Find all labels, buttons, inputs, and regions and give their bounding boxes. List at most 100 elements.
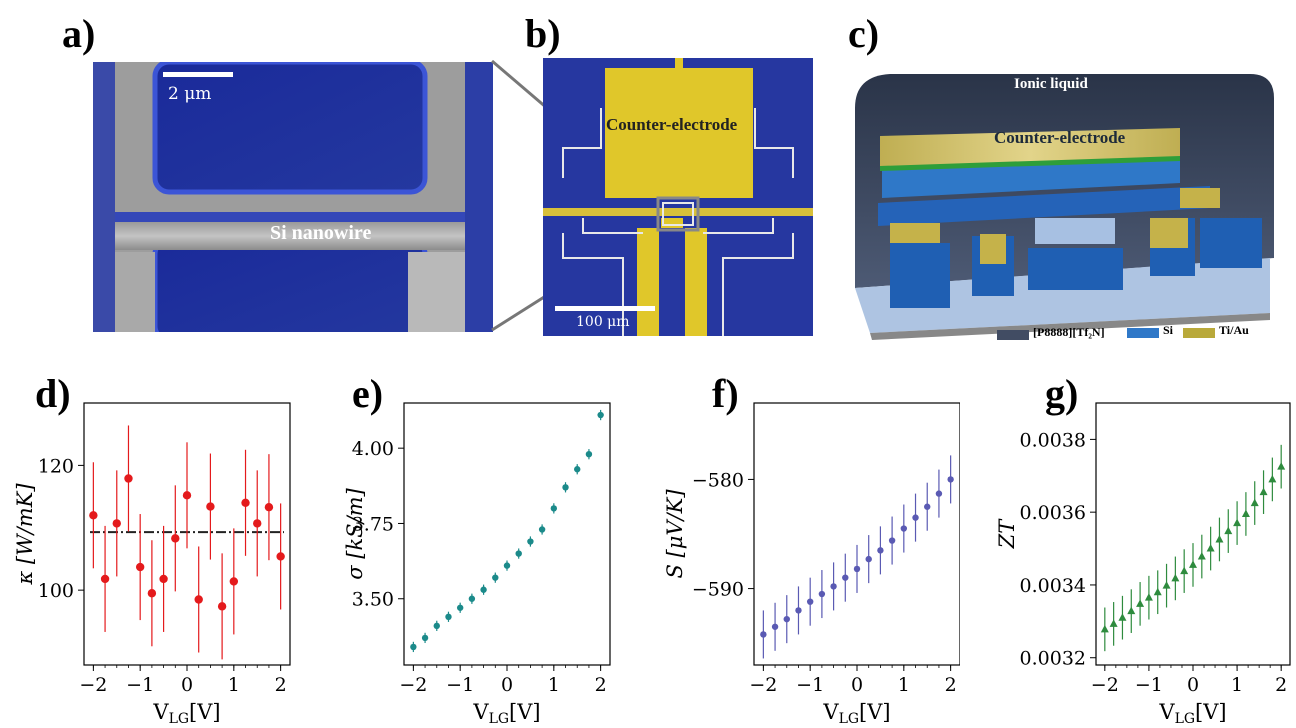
chart-e-label: e) <box>352 371 384 416</box>
panel-a-sem-image <box>93 62 493 332</box>
panel-c-label: c) <box>848 11 880 56</box>
chart-f-point <box>888 537 896 544</box>
chart-e-point <box>445 613 452 621</box>
chart-f-point <box>818 590 826 598</box>
chart-d-xtick-label: −2 <box>79 674 107 696</box>
legend-swatch-ionic-liquid <box>997 330 1029 340</box>
panel-b-optical-image <box>543 58 813 336</box>
legend-swatch-si <box>1127 328 1159 338</box>
chart-d-point <box>194 595 203 604</box>
legend-label-ionic-liquid: [P8888][Tf₂N] <box>1033 325 1105 339</box>
chart-f-ytick-label: −590 <box>692 579 744 601</box>
chart-g-xtick-label: −2 <box>1091 674 1119 696</box>
panel-c-electrode-label: Counter-electrode <box>994 128 1126 147</box>
chart-g-point <box>1180 566 1189 575</box>
chart-e-point <box>562 484 569 491</box>
chart-g-xtick-label: 2 <box>1275 674 1287 696</box>
chart-g-point <box>1215 534 1224 543</box>
chart-g-zt: −2 −1 0 1 2 0.0032 0.0034 0.0036 0.0038 VLG[V] ZT <box>995 402 1291 727</box>
chart-g-xtick-label: 1 <box>1231 674 1243 696</box>
chart-g-point <box>1224 526 1233 535</box>
chart-f-point <box>853 565 861 573</box>
chart-e-point <box>456 604 464 611</box>
chart-f-point <box>830 583 837 590</box>
chart-e-ytick-label: 3.75 <box>352 513 394 535</box>
panel-c-3d-schematic <box>855 74 1274 340</box>
chart-f-point <box>795 607 802 614</box>
chart-g-ytick-label: 0.0038 <box>1020 429 1086 451</box>
chart-g-point <box>1189 560 1197 568</box>
chart-f-point <box>900 525 908 532</box>
chart-f-xtick-label: 2 <box>945 674 957 696</box>
chart-d-point <box>124 474 133 483</box>
panel-b-label: b) <box>525 11 561 56</box>
chart-e-point <box>597 411 604 419</box>
chart-f-point <box>924 503 931 510</box>
chart-f-xtick-label: −2 <box>749 674 777 696</box>
chart-f-xtick-label: −1 <box>796 674 824 696</box>
chart-d-point <box>147 589 157 598</box>
chart-e-point <box>538 526 546 533</box>
panel-a-nanowire-label: Si nanowire <box>270 222 372 244</box>
chart-e-point <box>433 622 440 630</box>
chart-e-point <box>550 505 558 512</box>
chart-f-point <box>877 547 884 554</box>
chart-e-point <box>585 450 593 458</box>
chart-f-point <box>806 598 814 605</box>
panel-a-scale-label: 2 μm <box>168 84 212 104</box>
chart-d-xtick-label: 1 <box>228 674 240 696</box>
chart-g-point <box>1277 462 1286 470</box>
chart-d-point <box>241 498 250 508</box>
chart-f-seebeck: −2 −1 0 1 2 −590 −580 VLG[V] S [μV/K] <box>663 402 960 727</box>
chart-e-xlabel: VLG[V] <box>472 700 540 727</box>
legend-label-tiau: Ti/Au <box>1219 323 1249 337</box>
chart-d-ytick-label: 120 <box>38 455 74 477</box>
chart-f-point <box>865 555 872 563</box>
chart-g-ytick-label: 0.0036 <box>1020 502 1086 524</box>
chart-g-point <box>1259 487 1268 496</box>
chart-g-point <box>1144 593 1153 601</box>
chart-d-point <box>89 511 98 520</box>
chart-d-point <box>229 577 239 586</box>
chart-g-point <box>1268 474 1277 483</box>
chart-e-ytick-label: 4.00 <box>352 438 394 460</box>
chart-f-xtick-label: 1 <box>898 674 910 696</box>
chart-g-point <box>1233 518 1242 527</box>
chart-e-point <box>480 586 487 593</box>
chart-e-ylabel: σ [kS/m] <box>343 487 367 579</box>
chart-d-ylabel: κ [W/mK] <box>13 483 37 586</box>
chart-d-point <box>217 602 227 611</box>
chart-d-point <box>182 491 192 500</box>
chart-e-point <box>527 538 534 545</box>
chart-g-ylabel: ZT <box>995 518 1019 550</box>
chart-d-point <box>276 552 285 561</box>
chart-f-label: f) <box>712 371 739 416</box>
chart-g-point <box>1171 573 1180 582</box>
chart-d-xlabel: VLG[V] <box>152 700 220 727</box>
chart-d-point <box>159 574 168 584</box>
chart-g-frame <box>1095 402 1291 666</box>
chart-d-point <box>100 574 110 584</box>
chart-e-xtick-label: 1 <box>548 674 560 696</box>
chart-e-point <box>410 643 417 651</box>
chart-g-point <box>1136 599 1145 607</box>
chart-e-point <box>421 634 429 642</box>
chart-f-point <box>912 514 919 521</box>
chart-d-ytick-label: 100 <box>38 580 74 602</box>
chart-e-xtick-label: 0 <box>501 674 513 696</box>
chart-d-xtick-label: 2 <box>275 674 287 696</box>
chart-e-point <box>492 574 499 581</box>
panel-c-liquid-label: Ionic liquid <box>1014 76 1088 92</box>
chart-f-point <box>760 631 767 638</box>
chart-d-point <box>206 502 215 511</box>
chart-e-xtick-label: 2 <box>595 674 607 696</box>
chart-g-point <box>1118 613 1127 621</box>
chart-g-ytick-label: 0.0034 <box>1020 575 1086 597</box>
chart-g-point <box>1127 606 1136 615</box>
chart-e-point <box>503 562 511 569</box>
chart-g-point <box>1197 552 1206 560</box>
legend-label-si: Si <box>1163 323 1174 337</box>
panel-b-electrode-label: Counter-electrode <box>606 115 738 134</box>
chart-f-ylabel: S [μV/K] <box>663 489 687 579</box>
chart-g-point <box>1241 509 1250 517</box>
